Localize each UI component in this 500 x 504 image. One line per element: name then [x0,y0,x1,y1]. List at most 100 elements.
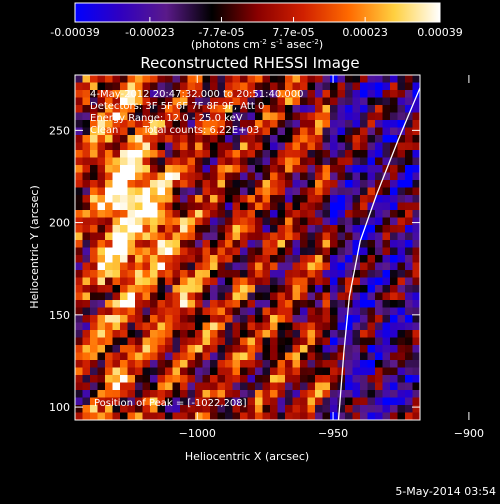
heatmap-cell [135,82,144,91]
heatmap-cell [397,195,406,204]
heatmap-cell [360,112,369,121]
heatmap-cell [187,270,196,279]
heatmap-cell [202,232,211,241]
footer-timestamp: 5-May-2014 03:54 [395,485,496,498]
x-tick-label: −900 [454,427,484,440]
heatmap-cell [120,292,129,301]
heatmap-cell [255,285,264,294]
heatmap-cell [135,225,144,234]
heatmap-cell [255,367,264,376]
heatmap-cell [277,390,286,399]
heatmap-cell [120,202,129,211]
heatmap-cell [217,127,226,136]
heatmap-cell [135,345,144,354]
heatmap-cell [322,112,331,121]
heatmap-cell [382,315,391,324]
heatmap-cell [150,277,159,286]
heatmap-cell [247,277,256,286]
heatmap-cell [135,90,144,99]
heatmap-cell [277,285,286,294]
heatmap-cell [75,172,84,181]
heatmap-cell [270,262,279,271]
heatmap-cell [165,97,174,106]
heatmap-cell [135,397,144,406]
heatmap-cell [315,232,324,241]
heatmap-cell [367,97,376,106]
heatmap-cell [255,180,264,189]
heatmap-cell [375,135,384,144]
heatmap-cell [307,345,316,354]
heatmap-cell [165,277,174,286]
heatmap-cell [315,390,324,399]
heatmap-cell [202,405,211,414]
heatmap-cell [247,405,256,414]
heatmap-cell [150,405,159,414]
heatmap-cell [142,82,151,91]
heatmap-cell [135,277,144,286]
heatmap-cell [195,165,204,174]
heatmap-cell [382,150,391,159]
heatmap-cell [127,232,136,241]
heatmap-cell [195,277,204,286]
heatmap-cell [120,367,129,376]
heatmap-cell [322,307,331,316]
heatmap-cell [412,412,420,420]
heatmap-cell [315,105,324,114]
heatmap-cell [322,405,331,414]
heatmap-cell [330,150,339,159]
heatmap-cell [352,412,361,420]
heatmap-cell [157,82,166,91]
heatmap-cell [382,187,391,196]
heatmap-cell [232,322,241,331]
heatmap-cell [240,367,249,376]
heatmap-cell [97,360,106,369]
heatmap-cell [210,232,219,241]
heatmap-cell [150,120,159,129]
heatmap-cell [127,120,136,129]
colorbar-tick-label: 7.7e-05 [272,26,314,39]
heatmap-cell [82,292,91,301]
heatmap-cell [390,322,399,331]
heatmap-cell [247,247,256,256]
heatmap-cell [292,202,301,211]
colorbar: -0.00039 -0.00023 -7.7e-05 7.7e-05 0.00023 0.… [50,2,463,51]
heatmap-cell [405,210,414,219]
heatmap-cell [360,142,369,151]
heatmap-cell [405,412,414,420]
heatmap-cell [210,202,219,211]
heatmap-cell [187,330,196,339]
heatmap-cell [270,300,279,309]
heatmap-cell [315,315,324,324]
heatmap-cell [157,330,166,339]
heatmap-cell [330,225,339,234]
heatmap-cell [232,195,241,204]
heatmap-cell [382,195,391,204]
colorbar-tick-label: 0.00023 [342,26,388,39]
heatmap-cell [352,337,361,346]
heatmap-cell [367,202,376,211]
heatmap-cell [292,300,301,309]
heatmap-cell [150,322,159,331]
heatmap-cell [187,262,196,271]
heatmap-cell [180,322,189,331]
heatmap-cell [382,247,391,256]
heatmap-cell [352,90,361,99]
heatmap-cell [217,172,226,181]
heatmap-cell [90,352,99,361]
heatmap-cell [307,120,316,129]
heatmap-cell [345,232,354,241]
heatmap-cell [240,390,249,399]
heatmap-cell [180,307,189,316]
heatmap-cell [142,165,151,174]
heatmap-cell [232,157,241,166]
heatmap-cell [352,217,361,226]
heatmap-cell [412,195,420,204]
heatmap-cell [285,405,294,414]
heatmap-cell [262,262,271,271]
heatmap-cell [270,165,279,174]
heatmap-cell [292,112,301,121]
heatmap-cell [255,232,264,241]
heatmap-cell [210,262,219,271]
heatmap-cell [352,315,361,324]
heatmap-cell [187,285,196,294]
